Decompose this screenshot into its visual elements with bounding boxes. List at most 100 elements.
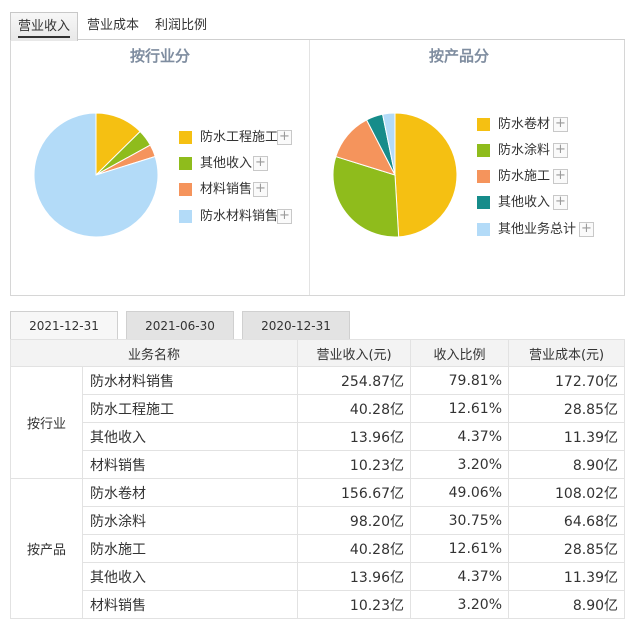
product-pie-chart xyxy=(332,112,458,238)
legend-label: 防水卷材 xyxy=(498,117,551,132)
revenue-cell: 13.96亿 xyxy=(297,422,412,451)
ratio-cell: 12.61% xyxy=(410,394,510,423)
cost-cell: 11.39亿 xyxy=(508,562,625,591)
legend-swatch xyxy=(477,170,490,183)
cost-cell: 28.85亿 xyxy=(508,394,625,423)
expand-plus-icon[interactable]: + xyxy=(277,209,292,224)
expand-plus-icon[interactable]: + xyxy=(553,169,568,184)
group-label-industry: 按行业 xyxy=(10,366,83,479)
ratio-cell: 4.37% xyxy=(410,422,510,451)
industry-legend: 防水工程施工 + 其他收入 + 材料销售 + 防水材料销售 + xyxy=(179,129,304,229)
ratio-cell: 3.20% xyxy=(410,450,510,479)
cost-cell: 172.70亿 xyxy=(508,366,625,395)
tab-profit-ratio[interactable]: 利润比例 xyxy=(155,12,207,40)
table-row: 材料销售 10.23亿 3.20% 8.90亿 xyxy=(11,590,625,619)
expand-plus-icon[interactable]: + xyxy=(553,117,568,132)
tab-revenue-label: 营业收入 xyxy=(18,19,71,38)
expand-plus-icon[interactable]: + xyxy=(253,182,268,197)
pie-slice-4[interactable] xyxy=(33,112,159,238)
table-row: 其他收入 13.96亿 4.37% 11.39亿 xyxy=(11,562,625,591)
cost-cell: 11.39亿 xyxy=(508,422,625,451)
chart-divider xyxy=(309,40,310,295)
ratio-cell: 12.61% xyxy=(410,534,510,563)
revenue-cell: 40.28亿 xyxy=(297,394,412,423)
legend-label: 其他收入 xyxy=(200,156,253,171)
legend-swatch xyxy=(179,131,192,144)
business-name-cell: 其他收入 xyxy=(81,562,299,591)
expand-plus-icon[interactable]: + xyxy=(553,143,568,158)
legend-swatch xyxy=(477,118,490,131)
expand-plus-icon[interactable]: + xyxy=(253,156,268,171)
pie-slice-1[interactable] xyxy=(394,112,458,238)
legend-swatch xyxy=(179,157,192,170)
legend-swatch xyxy=(477,196,490,209)
legend-swatch xyxy=(179,210,192,223)
col-header-revenue: 营业收入(元) xyxy=(297,339,412,367)
cost-cell: 8.90亿 xyxy=(508,590,625,619)
ratio-cell: 79.81% xyxy=(410,366,510,395)
table-row: 其他收入 13.96亿 4.37% 11.39亿 xyxy=(11,422,625,451)
tab-date-2020-12-31[interactable]: 2020-12-31 xyxy=(242,311,350,339)
legend-label: 防水涂料 xyxy=(498,143,551,158)
col-header-cost: 营业成本(元) xyxy=(508,339,625,367)
product-legend: 防水卷材 + 防水涂料 + 防水施工 + 其他收入 + 其他业务总计 + xyxy=(477,116,612,241)
tab-cost[interactable]: 营业成本 xyxy=(87,12,139,40)
col-header-business-name: 业务名称 xyxy=(9,339,299,367)
ratio-cell: 3.20% xyxy=(410,590,510,619)
ratio-cell: 30.75% xyxy=(410,506,510,535)
date-tab-bar: 2021-12-31 2021-06-30 2020-12-31 xyxy=(10,311,625,340)
pie-slice-5[interactable] xyxy=(381,112,396,176)
business-name-cell: 材料销售 xyxy=(81,590,299,619)
cost-cell: 28.85亿 xyxy=(508,534,625,563)
ratio-cell: 49.06% xyxy=(410,478,510,507)
business-name-cell: 防水涂料 xyxy=(81,506,299,535)
table-row: 防水涂料 98.20亿 30.75% 64.68亿 xyxy=(11,506,625,535)
revenue-cell: 10.23亿 xyxy=(297,450,412,479)
business-name-cell: 防水卷材 xyxy=(81,478,299,507)
legend-swatch xyxy=(477,223,490,236)
ratio-cell: 4.37% xyxy=(410,562,510,591)
top-tab-bar: 营业收入 营业成本 利润比例 xyxy=(10,12,625,41)
cost-cell: 8.90亿 xyxy=(508,450,625,479)
legend-label: 防水工程施工 xyxy=(200,130,279,145)
cost-cell: 108.02亿 xyxy=(508,478,625,507)
tab-date-2021-12-31[interactable]: 2021-12-31 xyxy=(10,311,118,340)
expand-plus-icon[interactable]: + xyxy=(579,222,594,237)
product-chart-title: 按产品分 xyxy=(429,47,490,65)
table-row: 防水施工 40.28亿 12.61% 28.85亿 xyxy=(11,534,625,563)
revenue-cell: 254.87亿 xyxy=(297,366,412,395)
table-row: 按行业 防水材料销售 254.87亿 79.81% 172.70亿 xyxy=(10,366,625,479)
legend-label: 材料销售 xyxy=(200,182,253,197)
tab-profit-ratio-label: 利润比例 xyxy=(155,18,208,33)
tab-revenue[interactable]: 营业收入 xyxy=(10,12,79,41)
legend-swatch xyxy=(477,144,490,157)
legend-label: 防水材料销售 xyxy=(200,209,279,224)
legend-label: 其他业务总计 xyxy=(498,222,577,237)
group-label-product: 按产品 xyxy=(10,478,83,619)
legend-label: 防水施工 xyxy=(498,169,551,184)
cost-cell: 64.68亿 xyxy=(508,506,625,535)
col-header-ratio: 收入比例 xyxy=(410,339,510,367)
revenue-cell: 156.67亿 xyxy=(297,478,412,507)
table-row: 防水工程施工 40.28亿 12.61% 28.85亿 xyxy=(11,394,625,423)
business-name-cell: 其他收入 xyxy=(81,422,299,451)
chart-panel: 按行业分 防水工程施工 + 其他收入 + 材料销售 + 防水材料销售 + 按产品… xyxy=(10,40,625,296)
tab-cost-label: 营业成本 xyxy=(87,18,140,33)
revenue-cell: 40.28亿 xyxy=(297,534,412,563)
business-name-cell: 材料销售 xyxy=(81,450,299,479)
table-row: 按产品 防水卷材 156.67亿 49.06% 108.02亿 xyxy=(10,478,625,619)
expand-plus-icon[interactable]: + xyxy=(277,130,292,145)
industry-chart-title: 按行业分 xyxy=(130,47,191,65)
business-name-cell: 防水工程施工 xyxy=(81,394,299,423)
table-header-row: 业务名称 营业收入(元) 收入比例 营业成本(元) xyxy=(9,339,625,367)
tab-date-2021-06-30[interactable]: 2021-06-30 xyxy=(126,311,234,339)
pie-slice-2[interactable] xyxy=(332,155,400,238)
revenue-cell: 98.20亿 xyxy=(297,506,412,535)
revenue-cell: 13.96亿 xyxy=(297,562,412,591)
business-name-cell: 防水材料销售 xyxy=(81,366,299,395)
legend-swatch xyxy=(179,183,192,196)
business-name-cell: 防水施工 xyxy=(81,534,299,563)
expand-plus-icon[interactable]: + xyxy=(553,195,568,210)
revenue-table: 业务名称 营业收入(元) 收入比例 营业成本(元) 按行业 防水材料销售 254… xyxy=(9,339,625,619)
industry-pie-chart xyxy=(33,112,159,238)
